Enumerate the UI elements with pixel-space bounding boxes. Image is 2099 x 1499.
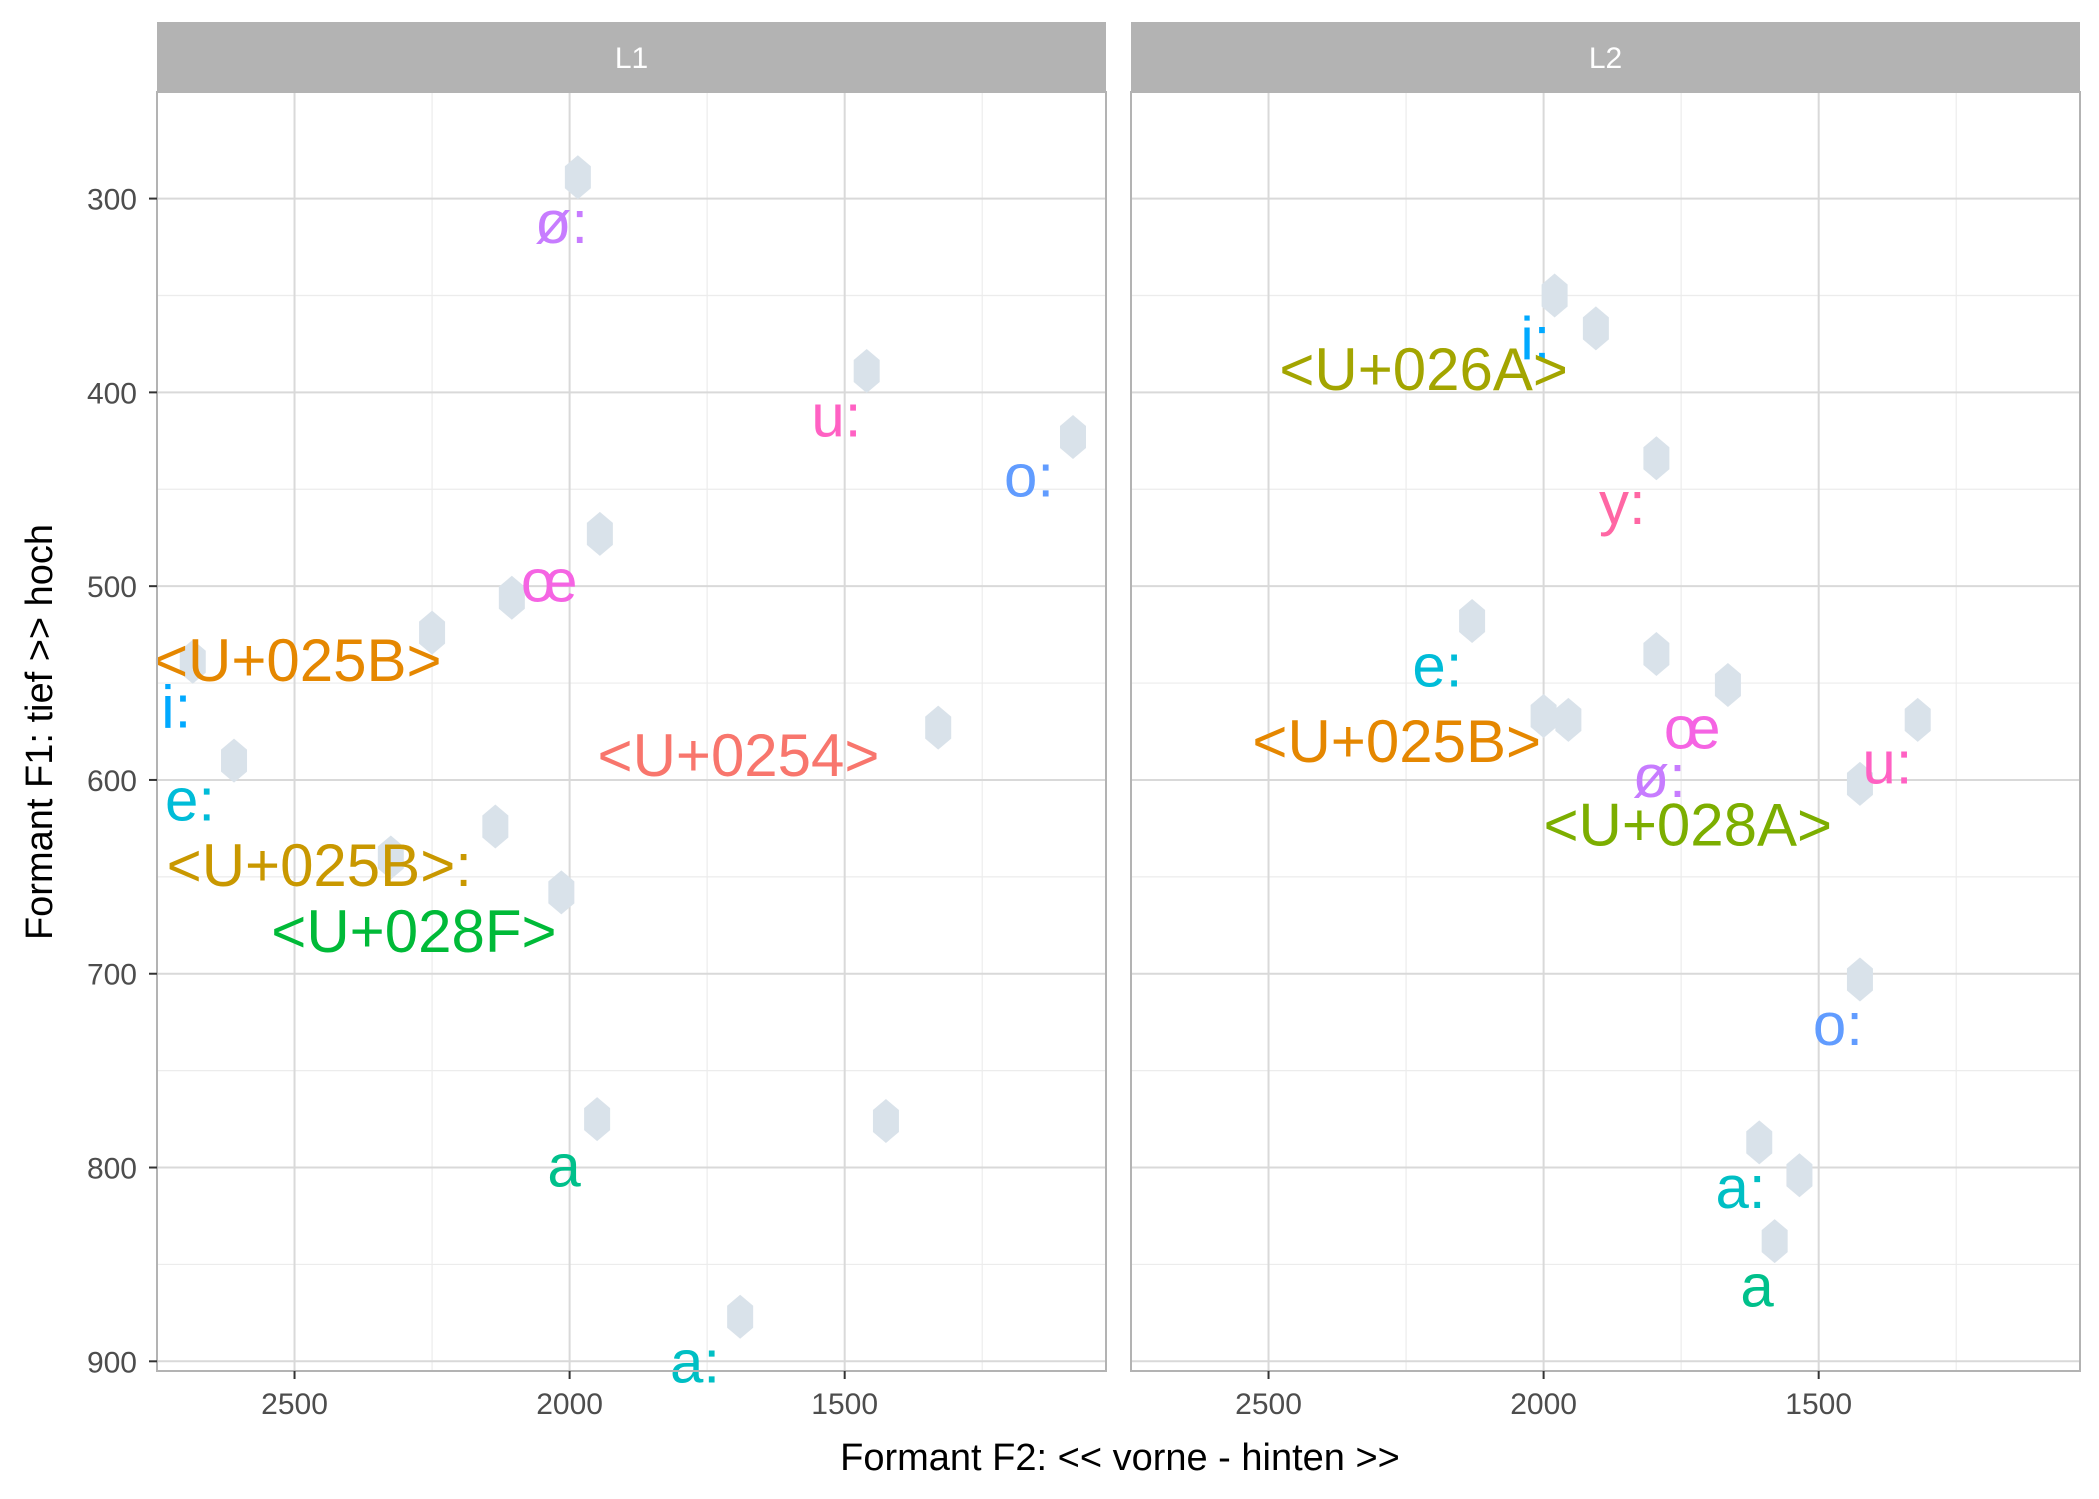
hexbin-cell — [221, 738, 248, 783]
hexbin-cell — [1541, 273, 1568, 318]
y-tick-label: 300 — [87, 184, 137, 217]
hexbin-cell — [1786, 1153, 1813, 1198]
hexbin-cell — [584, 1097, 611, 1142]
vowel-label: a: — [670, 1328, 720, 1395]
hexbin-cell — [1846, 761, 1873, 806]
vowel-label: <U+025B> — [1252, 708, 1541, 775]
vowel-label: œ — [521, 547, 578, 614]
y-tick-label: 800 — [87, 1153, 137, 1186]
hexbin-cell — [482, 804, 509, 849]
vowel-label: o: — [1004, 443, 1054, 510]
vowel-label: <U+025B>: — [167, 832, 472, 899]
hexbin-cell — [377, 835, 404, 880]
vowel-label: <U+026A> — [1279, 336, 1568, 403]
hexbin-cell — [586, 511, 613, 556]
y-axis-title: Formant F1: tief >> hoch — [19, 524, 61, 940]
vowel-label: e: — [1412, 633, 1462, 700]
y-tick-label: 600 — [87, 765, 137, 798]
x-tick-label: 1500 — [1785, 1388, 1852, 1421]
vowel-label: ø: — [1632, 743, 1685, 810]
vowel-label: œ — [1664, 695, 1721, 762]
vowel-label: ø: — [535, 189, 588, 256]
hexbin-cell — [1555, 697, 1582, 742]
hexbin-cell — [1846, 957, 1873, 1002]
hexbin-cell — [1643, 436, 1670, 481]
vowel-label: a: — [1716, 1154, 1766, 1221]
x-tick-label: 1500 — [811, 1388, 878, 1421]
vowel-label: <U+028A> — [1543, 792, 1832, 859]
hexbin-cell — [1059, 414, 1086, 459]
hexbin-cell — [179, 639, 206, 684]
hexbin-cell — [925, 705, 952, 750]
hexbin-cell — [1746, 1120, 1773, 1165]
vowel-label: a — [547, 1133, 581, 1200]
vowel-label: u: — [1862, 730, 1912, 797]
hexbin-cell — [1714, 662, 1741, 707]
vowel-label: o: — [1813, 991, 1863, 1058]
vowel-label: e: — [165, 766, 215, 833]
facet-strip-label: L2 — [1589, 42, 1622, 75]
hexbin-cell — [1459, 599, 1486, 644]
facet-strip — [1131, 22, 2080, 92]
vowel-label: u: — [811, 383, 861, 450]
x-tick-label: 2500 — [1235, 1388, 1302, 1421]
panel-border — [156, 91, 1107, 1372]
hexbin-cell — [1582, 306, 1609, 351]
vowel-label: a — [1740, 1253, 1774, 1320]
y-tick-label: 700 — [87, 959, 137, 992]
hexbin-cell — [1643, 631, 1670, 676]
hexbin-cell — [548, 870, 575, 915]
hexbin-cell — [1530, 693, 1557, 738]
vowel-label: i: — [161, 673, 191, 740]
hexbin-cell — [1761, 1219, 1788, 1264]
hexbin-cell — [853, 349, 880, 394]
hexbin-cell — [727, 1294, 754, 1339]
x-tick-label: 2000 — [536, 1388, 603, 1421]
hexbin-cell — [1904, 697, 1931, 742]
x-axis-title: Formant F2: << vorne - hinten >> — [840, 1437, 1400, 1479]
hexbin-cell — [419, 610, 446, 655]
facet-panel-l2: L2 i:<U+026A> y: e: <U+025B> œø: u: <U+028A> o: a… — [1130, 22, 2081, 1421]
vowel-label: <U+028F> — [271, 898, 556, 965]
facet-strip — [157, 22, 1106, 92]
y-tick-label: 500 — [87, 571, 137, 604]
vowel-label: <U+0254> — [598, 722, 880, 789]
vowel-label: y: — [1599, 470, 1646, 537]
hexbin-cell — [872, 1099, 899, 1144]
vowel-label: <U+025B> — [153, 627, 442, 694]
facet-strip-label: L1 — [615, 42, 648, 75]
vowel-label: i: — [1520, 305, 1550, 372]
y-tick-label: 400 — [87, 377, 137, 410]
y-tick-label: 900 — [87, 1346, 137, 1379]
facet-panels: L1ø:u:o:œ<U+025B>i:<U+0254>e:<U+025B>:<U… — [87, 22, 2081, 1421]
panel-border — [1130, 91, 2081, 1372]
x-tick-label: 2000 — [1510, 1388, 1577, 1421]
x-tick-label: 2500 — [261, 1388, 328, 1421]
hexbin-cell — [498, 575, 525, 620]
facet-panel-l1: L1 ø: u: o: œ <U+025B>i: <U+0254> e:<U+025B>:<U… — [87, 22, 1107, 1421]
hexbin-cell — [564, 155, 591, 200]
